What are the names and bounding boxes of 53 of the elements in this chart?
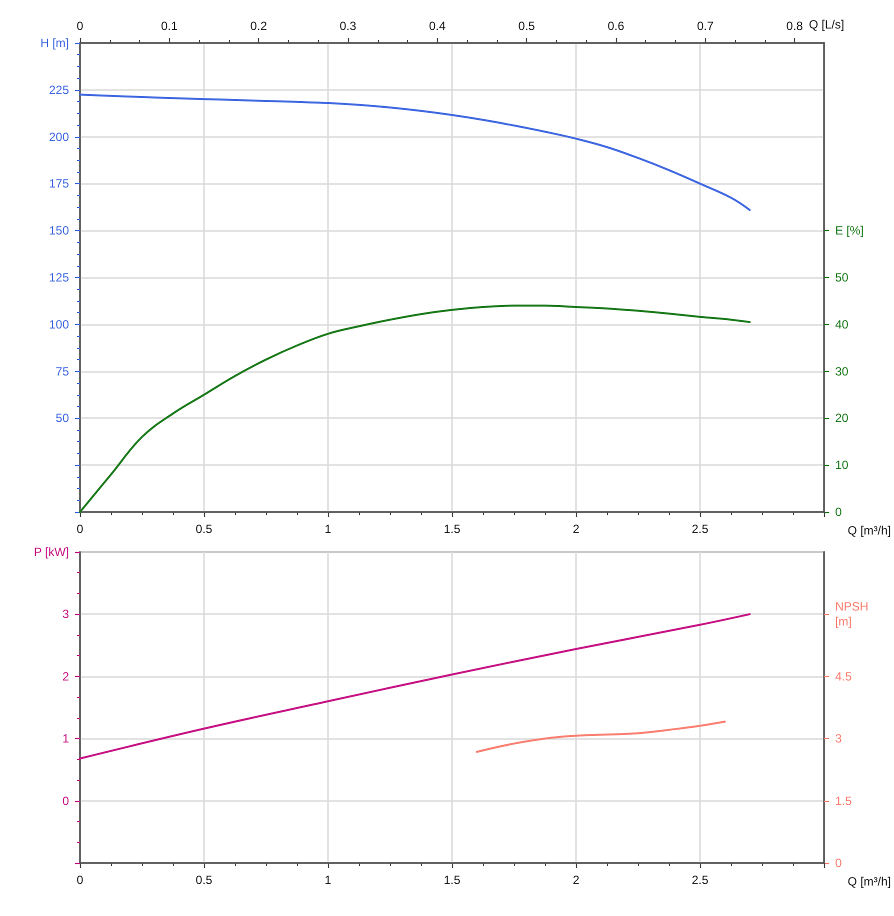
x2-tick-label: 0.7: [696, 19, 714, 33]
y-tick-label: 200: [48, 130, 70, 144]
y-tick-label: 225: [48, 82, 70, 97]
x-tick-label: 2: [572, 873, 580, 887]
x-tick-label: 0: [76, 522, 84, 536]
y-axis-title: H [m]: [40, 36, 69, 50]
x-tick-label: 2.5: [692, 522, 709, 536]
x-tick-label: 1: [324, 873, 332, 887]
x-tick-label: 0.5: [196, 873, 213, 887]
y2-tick-label: 4.5: [835, 669, 852, 684]
y2-axis-title: E [%]: [835, 224, 864, 238]
y2-tick-label: 40: [835, 317, 849, 332]
x-tick-label: 1: [324, 522, 332, 536]
x2-tick-label: 0: [76, 19, 84, 33]
y2-tick-label: 10: [835, 458, 849, 472]
y2-tick-label: 50: [835, 270, 849, 284]
x-tick-label: 2.5: [692, 873, 709, 887]
y2-tick-label: 1.5: [835, 794, 852, 808]
y2-tick-label: 20: [835, 411, 849, 426]
y-tick-label: 125: [48, 270, 70, 284]
line-series: [79, 304, 751, 513]
line-series: [476, 720, 726, 753]
x-tick-label: 2: [572, 522, 580, 536]
x-tick-label: 0.5: [196, 522, 213, 536]
y2-tick-label: 0: [835, 856, 842, 870]
x2-tick-label: 0.6: [608, 19, 625, 33]
y-tick-label: 50: [56, 411, 70, 426]
x2-axis-title: Q [L/s]: [808, 18, 844, 32]
y-axis-title: P [kW]: [34, 545, 69, 559]
line-series: [79, 94, 751, 211]
x-axis-title: Q [m³/h]: [848, 874, 892, 888]
y-tick-label: 150: [48, 224, 70, 238]
y-tick-label: 0: [62, 794, 70, 808]
x2-tick-label: 0.4: [428, 19, 446, 33]
y-tick-label: 175: [48, 176, 70, 191]
y2-tick-label: 3: [835, 732, 842, 746]
y2-tick-label: 0: [835, 505, 842, 519]
y-tick-label: 1: [62, 732, 70, 746]
x-tick-label: 1.5: [444, 873, 461, 887]
x-axis-title: Q [m³/h]: [848, 524, 892, 538]
x2-tick-label: 0.1: [160, 19, 178, 33]
y2-axis-title: NPSH [m]: [835, 600, 868, 629]
x2-tick-label: 0.2: [250, 19, 268, 33]
x2-tick-label: 0.5: [518, 19, 536, 33]
x-tick-label: 0: [76, 873, 84, 887]
y-tick-label: 3: [62, 607, 70, 622]
y-tick-label: 75: [56, 364, 70, 378]
x2-tick-label: 0.8: [786, 19, 804, 33]
x2-tick-label: 0.3: [340, 19, 357, 33]
y-tick-label: 100: [48, 317, 70, 332]
y2-tick-label: 30: [835, 364, 849, 378]
x-tick-label: 1.5: [444, 522, 461, 536]
y-tick-label: 2: [62, 669, 70, 684]
